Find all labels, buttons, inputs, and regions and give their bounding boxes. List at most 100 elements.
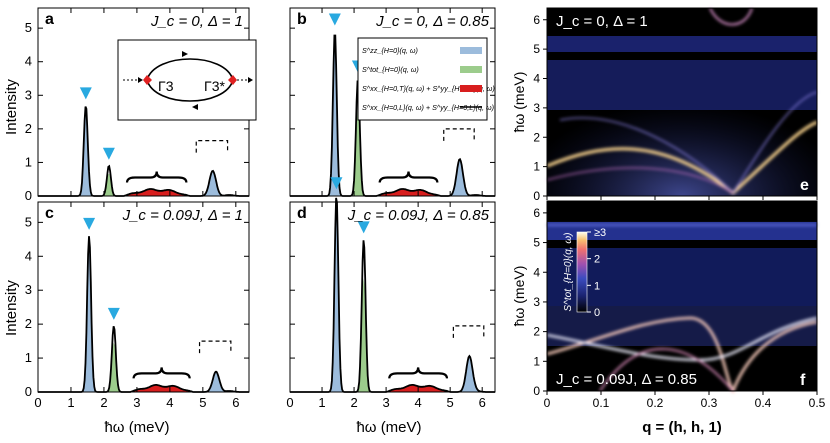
peak-marker-1: [328, 13, 341, 26]
y-tick-label: 4: [25, 248, 32, 263]
colorbar-tick-label: 0: [594, 307, 600, 319]
inset-label-gamma3: Γ3: [158, 78, 174, 94]
legend-label: S^tot_{H=0}(q, ω): [362, 65, 419, 74]
fill-continuum: [377, 189, 441, 196]
w-tick-label: 1: [533, 354, 540, 368]
w-tick-label: 3: [533, 295, 540, 309]
q-tick-label: 0.5: [809, 396, 826, 410]
legend-label: S^xx_{H=0,T}(q, ω) + S^yy_{H=0,T}(q, ω): [362, 84, 495, 93]
fill-continuum: [130, 384, 193, 392]
colorbar-tick-label: 2: [594, 254, 600, 266]
q-tick-label: 0.3: [701, 396, 718, 410]
colorbar-tick-label: 1: [594, 280, 600, 292]
map-f-annotation: J_c = 0.09J, Δ = 0.85: [556, 371, 697, 388]
panel-label: c: [45, 205, 54, 222]
inset-diagram: Γ3 Γ3*: [117, 39, 257, 121]
x-tick-label: 3: [382, 395, 389, 410]
fill-peak-3: [198, 170, 227, 196]
high-energy-bracket: [198, 340, 232, 354]
intensity-curve: [38, 236, 249, 393]
continuum-brace: [132, 367, 191, 379]
peak-marker-2: [357, 221, 370, 234]
xlabel-right: ħω (meV): [356, 419, 421, 436]
x-tick-label: 5: [447, 395, 454, 410]
peak-marker-2: [102, 147, 115, 160]
panel-f: [546, 200, 818, 394]
high-energy-bracket: [195, 140, 229, 153]
q-xlabel: q = (h, h, 1): [642, 419, 722, 436]
w-ylabel-f: ħω (meV): [511, 266, 527, 327]
fill-peak-2: [354, 278, 373, 392]
panel-frame: [289, 201, 496, 393]
w-tick-label: 5: [533, 236, 540, 250]
legend-swatch: [460, 66, 482, 73]
q-tick-label: 0.4: [755, 396, 772, 410]
inset-label-gamma3-star: Γ3*: [204, 78, 225, 94]
q-tick-label: 0.2: [647, 396, 664, 410]
q-tick-label: 0.1: [593, 396, 610, 410]
panel-annotation: J_c = 0.09J, Δ = 1: [122, 207, 243, 224]
y-tick-label: 3: [25, 87, 32, 102]
q-tick-label: 0: [544, 396, 551, 410]
y-tick-label: 0: [25, 188, 32, 203]
w-tick-label: 4: [533, 72, 540, 86]
fill-continuum: [124, 189, 190, 196]
w-tick-label: 3: [533, 101, 540, 115]
panel-b: b J_c = 0, Δ = 0.85: [289, 7, 496, 197]
map-e-dispersion-main: [546, 120, 818, 195]
w-ylabel-e: ħω (meV): [511, 72, 527, 133]
map-e-band-low: [547, 60, 817, 110]
y-tick-label: 5: [25, 214, 32, 229]
w-tick-label: 2: [533, 325, 540, 339]
w-tick-label: 1: [533, 160, 540, 174]
fill-peak-2: [103, 342, 124, 392]
y-tick-label: 0: [25, 384, 32, 399]
panel-annotation: J_c = 0, Δ = 1: [150, 13, 243, 30]
panel-e: [546, 7, 818, 197]
panel-frame: [289, 7, 496, 197]
fill-peak-1: [325, 197, 346, 392]
x-tick-label: 0: [286, 395, 293, 410]
fill-peak-1: [324, 35, 344, 196]
map-e-annotation: J_c = 0, Δ = 1: [556, 13, 648, 30]
colorbar: 0 1 2 ≥3 S^tot_{H=0}(q, ω): [563, 227, 606, 319]
fill-peak-1: [74, 106, 96, 196]
y-tick-label: 1: [25, 350, 32, 365]
legend: S^zz_{H=0}(q, ω) S^tot_{H=0}(q, ω) S^xx_{H…: [357, 37, 495, 121]
continuum-brace: [378, 171, 439, 183]
map-f-band-mid: [547, 248, 817, 306]
peak-marker-2: [107, 307, 120, 320]
x-tick-label: 4: [166, 395, 173, 410]
continuum-brace: [388, 367, 449, 379]
y-tick-label: 4: [25, 54, 32, 69]
panel-d: 0 1 2 3 4 5 6 d J_c = 0.09J, Δ = 0.85: [286, 177, 496, 410]
y-tick-label: 5: [25, 20, 32, 35]
x-tick-label: 4: [415, 395, 422, 410]
panel-label: b: [297, 11, 307, 28]
x-tick-label: 2: [100, 395, 107, 410]
peak-marker-1: [79, 87, 92, 100]
map-e-label: e: [800, 177, 809, 194]
y-tick-label: 2: [25, 121, 32, 136]
fill-peak-3: [445, 159, 474, 196]
w-tick-label: 4: [533, 265, 540, 279]
map-f-dispersion-main: [546, 316, 818, 394]
xlabel-left: ħω (meV): [104, 419, 169, 436]
map-e-dispersion-upper: [559, 91, 818, 195]
legend-swatch: [460, 47, 482, 54]
w-tick-label: 0: [533, 189, 540, 203]
high-energy-bracket: [452, 325, 485, 338]
map-e-dispersion-lower: [546, 167, 734, 194]
panel-annotation: J_c = 0.09J, Δ = 0.85: [347, 207, 490, 224]
colorbar-label: S^tot_{H=0}(q, ω): [563, 233, 574, 312]
x-tick-label: 6: [232, 395, 239, 410]
x-tick-label: 0: [34, 395, 41, 410]
peak-marker-1: [83, 217, 96, 230]
y-tick-label: 2: [25, 316, 32, 331]
x-tick-label: 5: [199, 395, 206, 410]
map-e-top-arc: [709, 7, 753, 26]
legend-label: S^zz_{H=0}(q, ω): [362, 46, 418, 55]
ylabel-top: Intensity: [3, 79, 20, 135]
